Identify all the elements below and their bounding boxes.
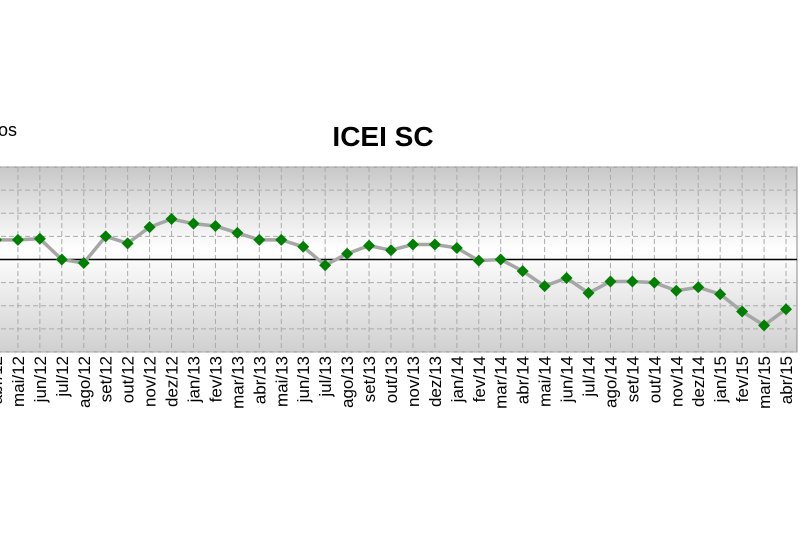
- data-point: [341, 247, 354, 260]
- x-tick-label: nov/14: [667, 356, 686, 407]
- data-point: [143, 221, 156, 234]
- x-tick-label: mar/15: [755, 356, 774, 409]
- x-tick-label: nov/12: [141, 356, 160, 407]
- data-point: [428, 238, 441, 251]
- data-point: [165, 213, 178, 226]
- data-point: [253, 233, 266, 246]
- data-point: [209, 219, 222, 232]
- data-point: [33, 232, 46, 245]
- x-tick-label: mar/14: [492, 356, 511, 409]
- data-point: [758, 319, 771, 332]
- x-tick-label: set/12: [97, 356, 116, 402]
- x-tick-label: ago/14: [601, 356, 620, 408]
- x-tick-label: jul/13: [316, 356, 335, 398]
- data-point: [494, 253, 507, 266]
- x-tick-label: set/13: [360, 356, 379, 402]
- x-tick-label: jun/12: [31, 356, 50, 403]
- x-tick-label: fev/15: [733, 356, 752, 402]
- x-tick-label: jan/13: [184, 356, 203, 403]
- data-point: [692, 281, 705, 294]
- x-tick-label: jul/12: [53, 356, 72, 398]
- x-tick-label: out/12: [119, 356, 138, 403]
- x-tick-label: out/14: [645, 356, 664, 403]
- data-point: [714, 288, 727, 301]
- x-tick-label: fev/13: [206, 356, 225, 402]
- data-point: [77, 256, 90, 269]
- x-tick-label: mai/13: [272, 356, 291, 407]
- x-tick-label: abr/12: [0, 356, 6, 404]
- x-tick-label: abr/15: [777, 356, 796, 404]
- x-tick-label: mai/12: [9, 356, 28, 407]
- data-point: [99, 230, 112, 243]
- data-point: [604, 275, 617, 288]
- data-point: [121, 237, 134, 250]
- x-tick-label: fev/14: [470, 356, 489, 402]
- x-tick-label: ago/12: [75, 356, 94, 408]
- data-point: [582, 287, 595, 300]
- x-tick-label: jul/14: [580, 356, 599, 398]
- data-point: [780, 303, 793, 316]
- data-point: [626, 275, 639, 288]
- x-tick-label: abr/13: [250, 356, 269, 404]
- data-point: [187, 217, 200, 230]
- x-tick-label: dez/12: [163, 356, 182, 407]
- data-point: [385, 244, 397, 257]
- data-point: [560, 272, 573, 284]
- data-point: [516, 265, 529, 278]
- data-point: [406, 238, 419, 251]
- data-point: [55, 253, 68, 266]
- data-point: [736, 305, 749, 318]
- data-point: [319, 259, 332, 272]
- x-tick-label: jan/15: [711, 356, 730, 403]
- data-point: [472, 254, 485, 267]
- data-point: [363, 239, 376, 252]
- data-point: [297, 240, 310, 253]
- fragment-text: os: [0, 120, 17, 140]
- x-tick-label: abr/14: [514, 356, 533, 404]
- data-point: [450, 241, 463, 254]
- x-tick-label: dez/14: [689, 356, 708, 407]
- x-tick-label: set/14: [623, 356, 642, 402]
- data-point: [538, 280, 551, 293]
- x-tick-label: jun/13: [294, 356, 313, 403]
- x-tick-label: mar/13: [228, 356, 247, 409]
- chart-title: ICEI SC: [332, 121, 433, 152]
- data-point: [670, 284, 683, 297]
- x-tick-label: out/13: [382, 356, 401, 403]
- x-tick-label: nov/13: [404, 356, 423, 407]
- data-point: [11, 233, 24, 246]
- data-point: [275, 233, 288, 246]
- x-tick-label: mai/14: [536, 356, 555, 407]
- data-point: [0, 237, 2, 242]
- x-tick-label: ago/13: [338, 356, 357, 408]
- x-tick-label: jan/14: [448, 356, 467, 403]
- data-point: [648, 276, 661, 289]
- data-point: [231, 226, 244, 239]
- x-tick-label: jun/14: [558, 356, 577, 403]
- x-tick-label: dez/13: [426, 356, 445, 407]
